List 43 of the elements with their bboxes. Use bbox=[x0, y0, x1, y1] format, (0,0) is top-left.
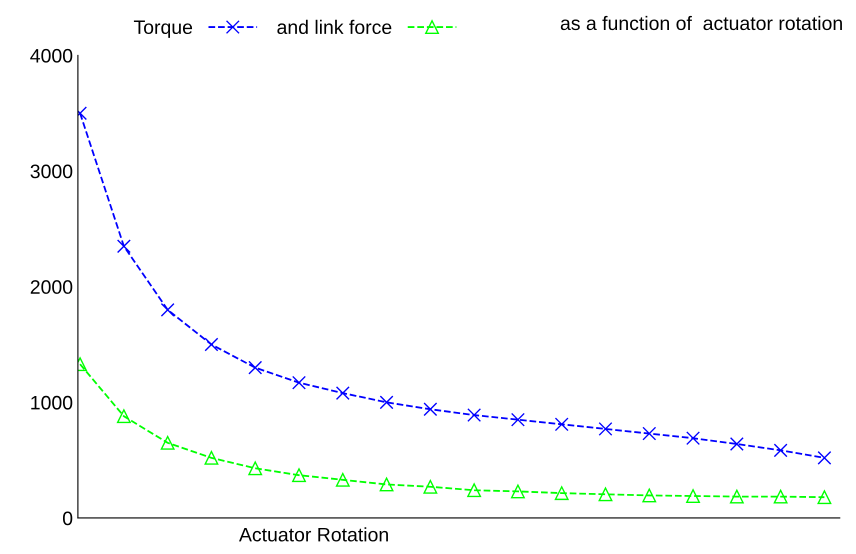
point bbox=[336, 386, 350, 400]
point bbox=[380, 395, 394, 410]
point bbox=[642, 426, 656, 441]
y-tick-label: 2000 bbox=[30, 280, 72, 294]
y-tick-label: 3000 bbox=[30, 164, 72, 178]
point bbox=[423, 480, 438, 494]
point bbox=[248, 360, 262, 375]
point bbox=[116, 239, 131, 254]
point bbox=[510, 412, 525, 427]
point bbox=[642, 488, 656, 502]
point bbox=[204, 338, 218, 352]
point bbox=[423, 402, 438, 416]
point bbox=[817, 490, 832, 504]
point bbox=[774, 490, 788, 504]
point bbox=[817, 450, 832, 465]
y-tick-label: 0 bbox=[62, 511, 72, 526]
point bbox=[774, 443, 788, 458]
point bbox=[510, 484, 525, 498]
point bbox=[554, 417, 569, 432]
point bbox=[686, 431, 700, 446]
point bbox=[116, 409, 131, 424]
point bbox=[686, 489, 700, 503]
point bbox=[554, 486, 569, 500]
legend-label: and link force bbox=[277, 20, 392, 34]
point bbox=[598, 487, 612, 502]
y-tick-label: 1000 bbox=[31, 396, 72, 410]
x-axis-title: Actuator Rotation bbox=[238, 527, 388, 542]
point bbox=[467, 408, 482, 422]
point bbox=[336, 472, 350, 487]
point bbox=[730, 490, 744, 504]
chart-title: as a function of actuator rotation bbox=[560, 16, 842, 30]
point bbox=[160, 436, 175, 450]
point bbox=[730, 437, 744, 451]
point bbox=[292, 376, 306, 390]
y-tick-label: 4000 bbox=[30, 48, 72, 63]
point bbox=[204, 450, 218, 465]
point bbox=[160, 302, 175, 317]
point bbox=[248, 461, 262, 476]
point bbox=[598, 422, 612, 436]
point bbox=[380, 478, 394, 492]
legend-label: Torque bbox=[134, 20, 192, 38]
point bbox=[292, 468, 306, 482]
point bbox=[467, 483, 482, 498]
